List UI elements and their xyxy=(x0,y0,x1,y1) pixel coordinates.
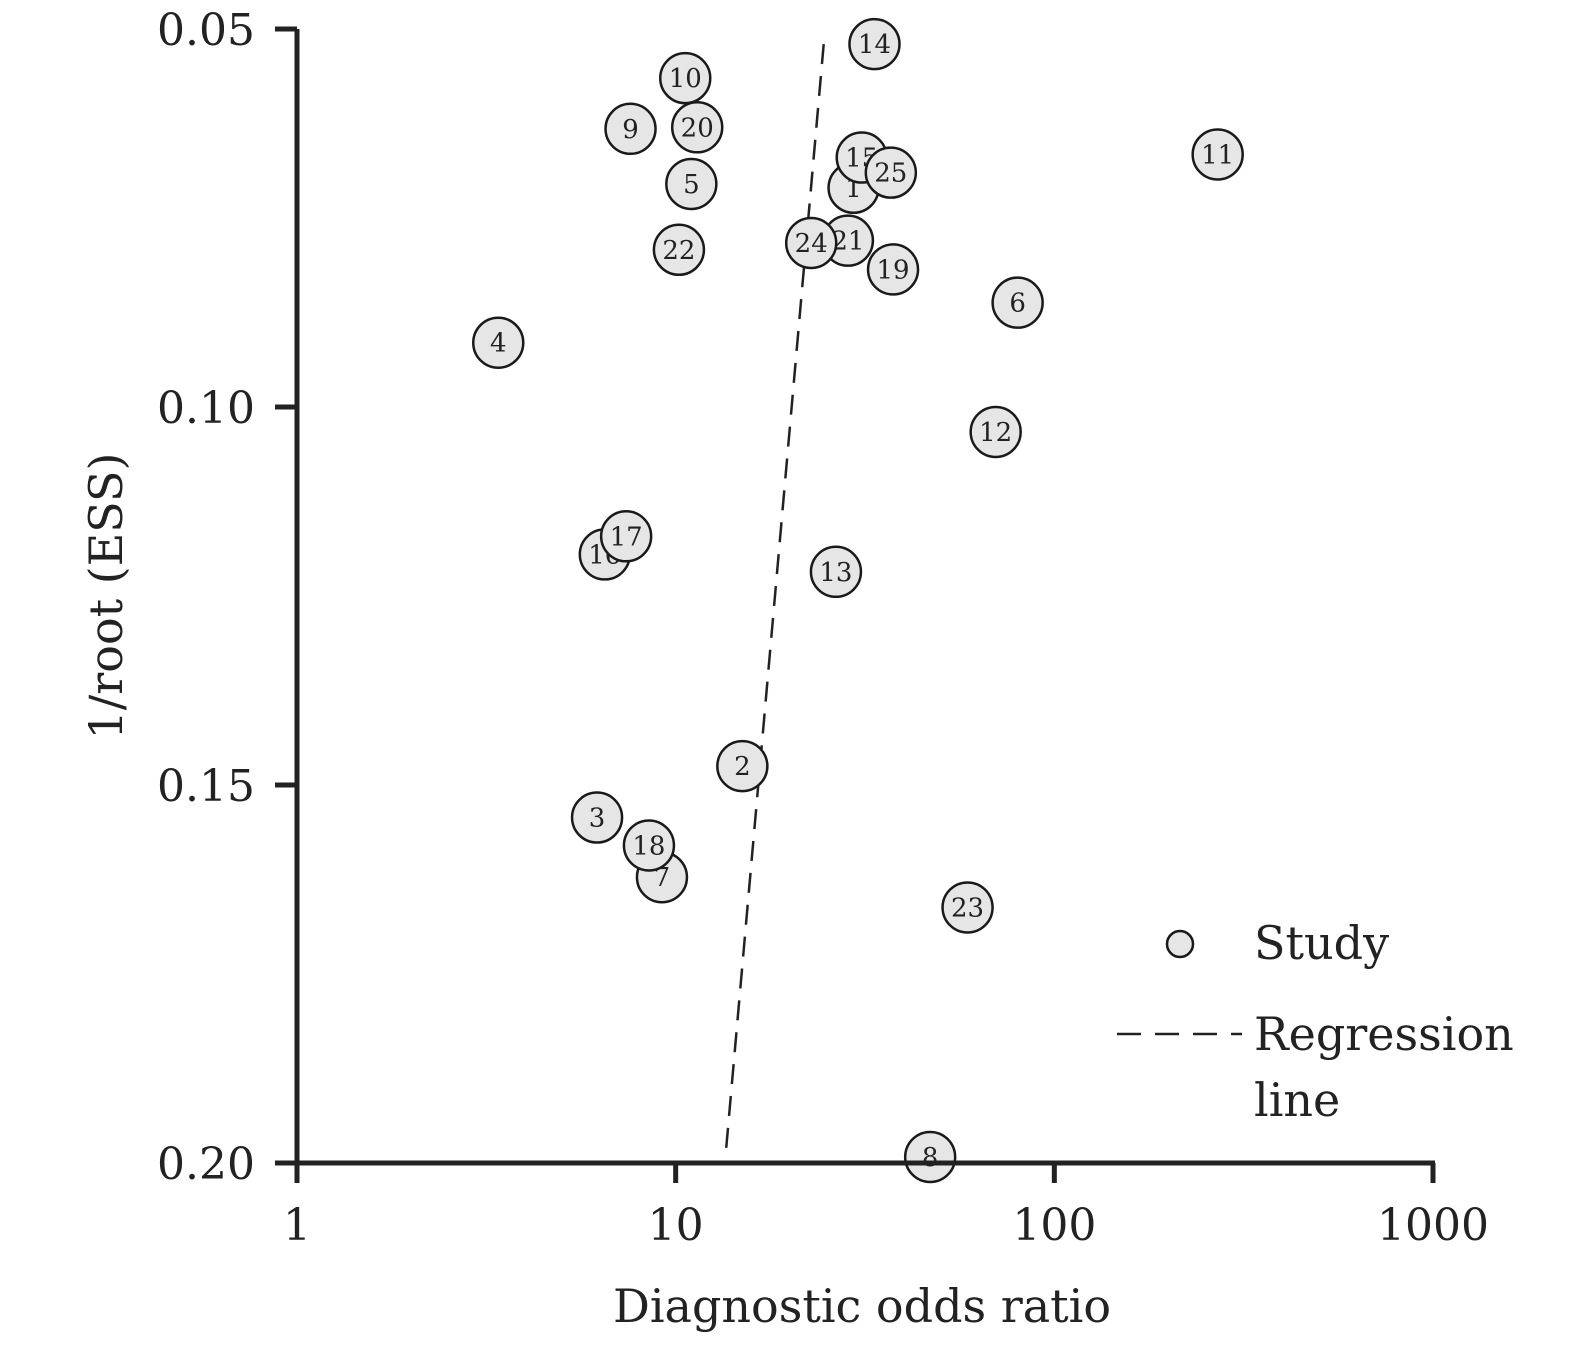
study-marker xyxy=(784,216,838,270)
study-marker xyxy=(652,223,706,277)
study-marker xyxy=(665,157,718,211)
study-point: 19 xyxy=(866,243,920,296)
legend-label: Regression line xyxy=(1254,1007,1514,1127)
study-label: 10 xyxy=(669,64,702,94)
study-point: 6 xyxy=(991,276,1044,329)
legend-label-line: Regression xyxy=(1254,1007,1514,1061)
study-label: 20 xyxy=(681,113,714,143)
regression-line xyxy=(724,44,825,1148)
x-tick-label: 1000 xyxy=(1377,1200,1489,1251)
study-label: 2 xyxy=(734,752,751,782)
legend-item-study: Study xyxy=(1165,916,1389,970)
legend: Study Regression line xyxy=(1117,916,1514,1127)
regression-layer xyxy=(724,44,825,1148)
y-tick-label: 0.20 xyxy=(157,1139,255,1190)
study-point: 25 xyxy=(864,146,918,199)
study-label: 17 xyxy=(610,522,643,552)
study-marker xyxy=(599,510,653,563)
study-point: 3 xyxy=(570,791,624,844)
study-point: 18 xyxy=(622,819,676,872)
study-marker xyxy=(969,405,1022,459)
study-label: 19 xyxy=(876,255,909,285)
study-label: 4 xyxy=(490,329,507,359)
study-marker xyxy=(809,545,863,599)
study-label: 24 xyxy=(795,229,828,259)
study-label: 13 xyxy=(819,558,852,588)
study-label: 7 xyxy=(654,863,671,893)
study-point: 12 xyxy=(969,405,1022,459)
study-label: 9 xyxy=(622,115,639,145)
y-tick-label: 0.15 xyxy=(157,761,255,812)
study-point: 5 xyxy=(665,157,718,211)
y-axis-title: 1/root (ESS) xyxy=(79,453,133,740)
study-marker xyxy=(716,739,769,793)
axes-layer: 0.05 0.10 0.15 0.20 1 10 100 1000 Diagnostic odd… xyxy=(79,5,1489,1333)
study-label: 25 xyxy=(874,159,907,189)
study-point: 14 xyxy=(848,17,901,71)
study-marker xyxy=(866,243,920,296)
legend-label: Study xyxy=(1254,916,1389,970)
points-layer: 1234567891011121314151617181920212223242… xyxy=(472,17,1244,1184)
study-point: 9 xyxy=(604,102,657,156)
x-axis-title: Diagnostic odds ratio xyxy=(613,1279,1111,1333)
study-point: 20 xyxy=(670,101,724,154)
y-tick-label: 0.10 xyxy=(157,383,255,434)
study-marker xyxy=(1191,128,1244,181)
x-tick-label: 100 xyxy=(1012,1200,1096,1251)
study-label: 11 xyxy=(1201,140,1234,170)
study-label: 14 xyxy=(858,30,891,60)
study-marker xyxy=(570,791,624,844)
study-point: 2 xyxy=(716,739,769,793)
study-point: 22 xyxy=(652,223,706,277)
x-tick-label: 10 xyxy=(648,1200,704,1251)
legend-item-regression: Regression line xyxy=(1117,1007,1514,1127)
legend-marker-circle xyxy=(1165,929,1195,959)
study-label: 22 xyxy=(662,236,695,266)
study-marker xyxy=(848,17,901,71)
study-point: 17 xyxy=(599,510,653,563)
study-label: 8 xyxy=(922,1143,939,1173)
study-marker xyxy=(622,819,676,872)
study-label: 18 xyxy=(632,831,665,861)
study-label: 23 xyxy=(951,893,984,923)
study-point: 4 xyxy=(472,316,525,369)
study-point: 13 xyxy=(809,545,863,599)
study-marker xyxy=(864,146,918,199)
study-marker xyxy=(991,276,1044,329)
study-marker xyxy=(604,102,657,156)
study-point: 24 xyxy=(784,216,838,270)
study-point: 23 xyxy=(941,881,994,934)
study-marker xyxy=(903,1130,957,1184)
x-tick-label: 1 xyxy=(283,1200,311,1251)
study-marker xyxy=(658,51,712,105)
study-point: 10 xyxy=(658,51,712,105)
study-label: 3 xyxy=(589,804,606,834)
y-tick-label: 0.05 xyxy=(157,5,255,56)
study-label: 5 xyxy=(683,170,700,200)
study-marker xyxy=(670,101,724,154)
study-point: 11 xyxy=(1191,128,1244,181)
study-label: 6 xyxy=(1009,289,1026,319)
study-marker xyxy=(941,881,994,934)
study-marker xyxy=(472,316,525,369)
study-point: 8 xyxy=(903,1130,957,1184)
legend-label-line: line xyxy=(1254,1073,1340,1127)
study-label: 12 xyxy=(979,418,1012,448)
